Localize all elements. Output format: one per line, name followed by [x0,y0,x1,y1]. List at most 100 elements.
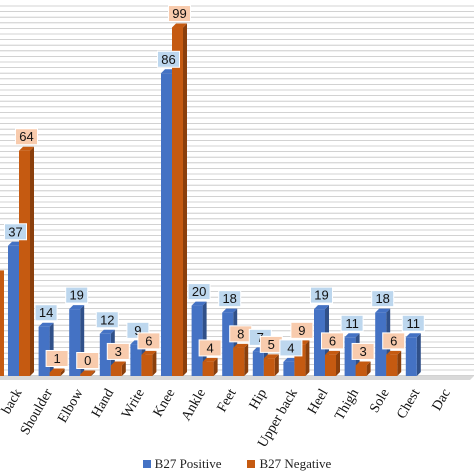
legend-swatch-negative [247,460,256,468]
bar-side [397,350,402,376]
data-label-box [382,332,406,350]
data-label-box [401,314,425,332]
bar-top [69,305,85,310]
data-label-box [198,339,222,357]
bar-positive [344,337,356,376]
bar-side [91,370,96,376]
bar-top [355,361,371,366]
data-label-box [95,311,119,329]
bar-top [141,350,157,355]
bar-side [152,350,157,376]
data-label-positive: 18 [218,290,242,308]
category-tick-label: Thigh [332,387,362,423]
legend-item-positive: B27 Positive [142,456,222,472]
data-label-positive: 19 [65,286,89,304]
bar-positive [130,344,142,376]
bar-negative [141,354,153,376]
data-label-negative: 64 [15,128,38,146]
bar-positive [161,73,172,376]
bar-top [80,370,96,375]
data-label-text: 99 [172,6,186,21]
data-label-text: 3 [359,344,366,359]
data-label-text: 19 [314,288,328,303]
bar-side [60,368,65,376]
bar-top [49,368,65,373]
bar-top [222,308,238,313]
data-label-box [310,286,333,304]
data-label-positive: 11 [401,314,425,332]
bar-positive [191,305,203,376]
bar-top [99,329,115,334]
data-label-positive: 86 [157,50,180,68]
bar-positive [375,312,387,376]
bar-top [19,146,34,151]
category-tick-label: Write [119,387,148,422]
bar-top [172,23,187,28]
data-label-positive: 20 [187,283,211,301]
data-label-text: 4 [206,340,213,355]
data-labels: 3764141190123968699204188754919611318611 [4,5,425,369]
bar-side [49,322,54,376]
category-tick-label: Heel [305,386,331,416]
data-label-text: 1 [53,351,60,366]
data-label-text: 6 [145,333,152,348]
data-label-box [137,332,161,350]
data-label-positive: 4 [279,339,303,357]
bar-side [202,301,207,376]
bar-positive [405,337,417,376]
bar-side [183,23,187,377]
data-label-negative: 6 [321,332,344,350]
bar-top [405,333,421,338]
data-label-text: 4 [287,340,294,355]
data-label-negative: 5 [259,335,283,353]
data-label-positive: 14 [34,304,58,322]
bar-negative [294,344,306,376]
data-label-text: 18 [375,291,389,306]
data-label-text: 6 [390,333,397,348]
category-tick-label: Feet [215,386,240,414]
category-tick-label: Sole [367,387,392,416]
data-label-box [15,128,38,146]
data-label-positive: 18 [371,290,395,308]
bar-top [233,343,249,348]
bar-negative [19,150,30,376]
data-label-box [106,342,130,360]
data-label-text: 18 [222,291,236,306]
legend-swatch-positive [142,460,151,468]
data-label-text: 19 [69,288,83,303]
bar-side [213,357,218,376]
bar-top [263,354,279,359]
data-label-text: 9 [298,323,305,338]
data-label-negative: 0 [76,352,100,369]
bar-negative [80,374,92,376]
bar-positive [38,326,50,376]
bar-top [202,357,218,362]
data-label-text: 3 [115,344,122,359]
data-label-negative: 3 [106,342,130,360]
legend-item-negative: B27 Negative [247,456,331,472]
bar-top [38,322,54,327]
legend-label-positive: B27 Positive [154,456,222,471]
data-label-negative: 1 [45,349,69,367]
category-tick-label: Ankle [179,387,209,424]
bar-side [244,343,249,376]
category-tick-label: Hip [247,387,270,413]
bar-side [30,146,34,376]
bar-side [305,340,310,376]
category-tick-label: Dac [430,387,454,414]
bar-positive [283,361,295,376]
bar-top [375,308,391,313]
data-label-negative: 9 [290,321,314,339]
data-label-text: 86 [161,52,175,67]
data-label-text: 64 [19,129,33,144]
bar-negative [325,354,336,376]
data-label-box [290,321,314,339]
bar-negative [49,372,61,376]
bar-top [110,361,126,366]
data-label-text: 37 [8,224,22,239]
data-label-box [351,342,375,360]
category-tick-label: Chest [394,386,423,421]
data-label-positive: 11 [340,314,364,332]
